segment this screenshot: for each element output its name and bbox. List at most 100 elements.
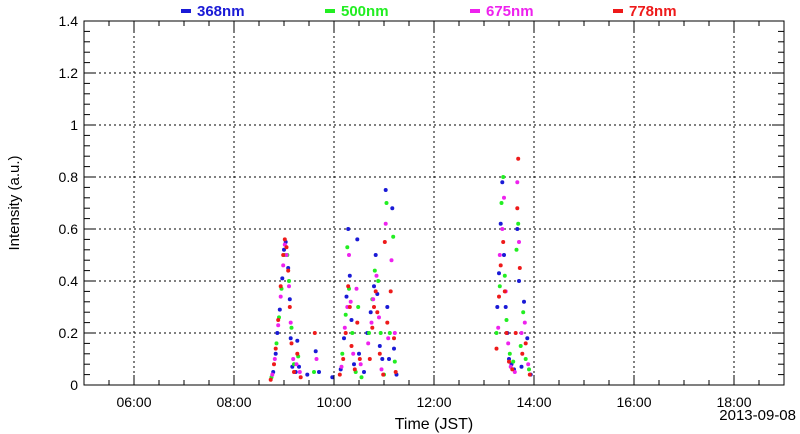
data-point xyxy=(382,240,387,244)
data-point xyxy=(515,227,520,231)
data-point xyxy=(502,289,507,294)
x-tick-label: 10:00 xyxy=(316,394,351,410)
data-point xyxy=(384,201,389,205)
data-point xyxy=(289,341,294,346)
data-point xyxy=(295,338,300,343)
y-tick-label: 1.2 xyxy=(59,65,79,81)
x-tick-label: 12:00 xyxy=(416,394,451,410)
legend-label: 778nm xyxy=(629,3,677,20)
data-point xyxy=(499,201,504,205)
data-point xyxy=(350,331,355,335)
data-point xyxy=(347,253,351,257)
data-point xyxy=(287,305,292,309)
data-point xyxy=(387,357,391,361)
data-point xyxy=(341,357,346,361)
data-point xyxy=(288,336,293,341)
x-tick-label: 18:00 xyxy=(716,394,751,410)
data-point xyxy=(373,253,378,257)
data-point xyxy=(523,357,528,361)
data-point xyxy=(507,359,511,364)
data-point xyxy=(510,367,515,372)
data-point xyxy=(497,284,502,289)
data-point xyxy=(497,271,501,276)
data-point xyxy=(357,351,361,356)
data-point xyxy=(378,331,383,335)
legend: 368nm 500nm 675nm 778nm xyxy=(181,3,677,20)
y-axis-label: Intensity (a.u.) xyxy=(6,155,23,250)
data-point xyxy=(390,206,395,211)
legend-swatch xyxy=(181,9,191,13)
data-point xyxy=(519,364,524,369)
data-point xyxy=(367,357,372,361)
data-point xyxy=(383,221,388,226)
x-tick-label: 06:00 xyxy=(116,394,151,410)
data-point xyxy=(519,331,524,335)
data-point xyxy=(347,305,352,309)
data-point xyxy=(367,331,371,335)
data-point xyxy=(287,279,291,283)
data-point xyxy=(512,370,517,374)
legend-swatch xyxy=(470,9,480,13)
data-point xyxy=(498,263,503,268)
data-point xyxy=(377,344,382,348)
data-point xyxy=(389,258,394,263)
data-point xyxy=(368,310,373,315)
data-point xyxy=(517,279,521,283)
data-point xyxy=(383,188,388,192)
data-point xyxy=(392,346,396,351)
data-point xyxy=(507,351,512,356)
data-point xyxy=(369,320,374,325)
data-point xyxy=(518,344,523,348)
data-point xyxy=(374,273,379,278)
data-point xyxy=(517,240,521,244)
data-point xyxy=(277,307,282,312)
data-point xyxy=(516,221,521,226)
data-point xyxy=(270,372,275,377)
data-point xyxy=(526,362,531,367)
data-point xyxy=(525,336,530,341)
data-point xyxy=(375,310,380,315)
data-point xyxy=(352,362,356,367)
data-point xyxy=(377,351,382,356)
legend-swatch xyxy=(325,9,335,13)
data-point xyxy=(502,273,507,278)
data-point xyxy=(392,336,396,341)
data-point xyxy=(385,305,390,309)
data-point xyxy=(347,273,352,278)
data-point xyxy=(371,297,376,302)
data-point xyxy=(352,367,357,372)
data-point xyxy=(287,297,292,302)
x-tick-label: 08:00 xyxy=(216,394,251,410)
data-point xyxy=(291,357,296,361)
data-point xyxy=(349,344,354,348)
data-point xyxy=(294,362,299,367)
data-point xyxy=(317,370,321,374)
data-point xyxy=(500,180,505,185)
data-point xyxy=(314,357,319,361)
data-point xyxy=(313,349,318,354)
data-point xyxy=(522,320,527,325)
data-point xyxy=(385,320,390,325)
legend-label: 368nm xyxy=(197,3,245,20)
data-point xyxy=(388,289,393,294)
data-point xyxy=(372,284,376,289)
grid-lines xyxy=(84,21,784,385)
x-tick-label: 14:00 xyxy=(516,394,551,410)
data-point xyxy=(297,370,302,374)
data-point xyxy=(281,253,286,257)
data-point xyxy=(340,351,345,356)
data-points xyxy=(268,156,533,382)
data-point xyxy=(343,331,348,335)
data-point xyxy=(274,341,279,346)
data-point xyxy=(494,346,499,351)
axis-ticks xyxy=(83,20,785,386)
y-tick-label: 0.8 xyxy=(59,169,79,185)
data-point xyxy=(359,375,364,380)
y-tick-label: 1 xyxy=(70,117,78,133)
data-point xyxy=(392,331,397,335)
y-tick-label: 0.4 xyxy=(59,273,79,289)
data-point xyxy=(372,305,376,309)
data-point xyxy=(515,206,520,211)
data-point xyxy=(362,370,366,374)
data-point xyxy=(342,336,346,341)
